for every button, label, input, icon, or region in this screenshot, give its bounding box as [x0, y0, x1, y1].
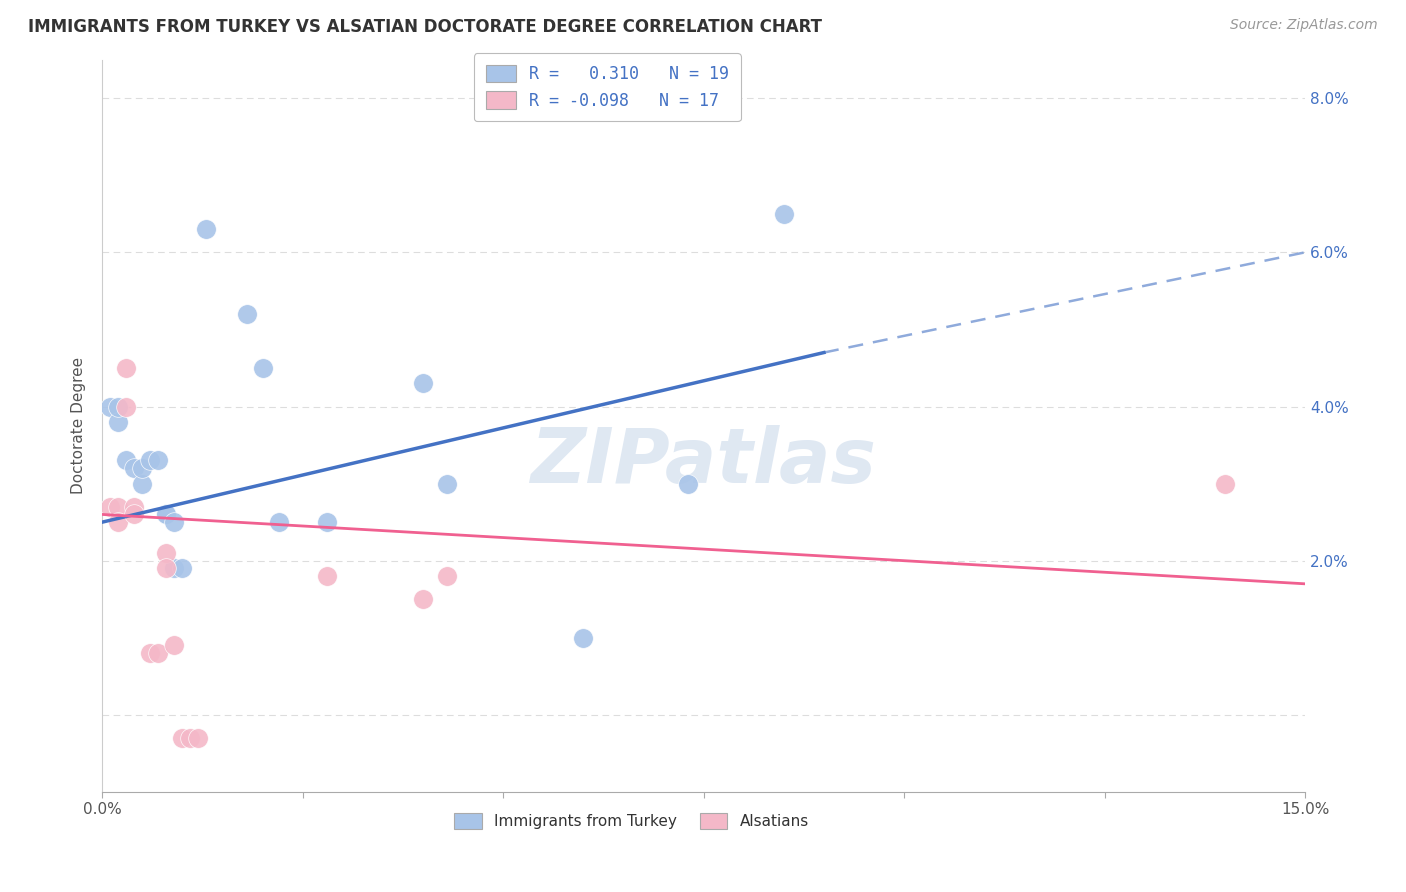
Point	[187, 731, 209, 745]
Point	[172, 561, 194, 575]
Text: IMMIGRANTS FROM TURKEY VS ALSATIAN DOCTORATE DEGREE CORRELATION CHART: IMMIGRANTS FROM TURKEY VS ALSATIAN DOCTO…	[28, 18, 823, 36]
Point	[252, 361, 274, 376]
Point	[155, 546, 177, 560]
Point	[139, 646, 162, 660]
Point	[131, 476, 153, 491]
Point	[107, 400, 129, 414]
Point	[107, 415, 129, 429]
Point	[436, 476, 458, 491]
Point	[148, 453, 170, 467]
Text: ZIPatlas: ZIPatlas	[530, 425, 877, 500]
Point	[195, 222, 218, 236]
Point	[412, 592, 434, 607]
Point	[98, 500, 121, 514]
Point	[163, 561, 186, 575]
Point	[163, 639, 186, 653]
Point	[115, 400, 138, 414]
Point	[772, 207, 794, 221]
Point	[172, 731, 194, 745]
Point	[179, 731, 201, 745]
Point	[124, 508, 146, 522]
Point	[124, 500, 146, 514]
Point	[115, 453, 138, 467]
Point	[155, 508, 177, 522]
Point	[131, 461, 153, 475]
Point	[235, 307, 257, 321]
Point	[98, 400, 121, 414]
Point	[155, 561, 177, 575]
Legend: Immigrants from Turkey, Alsatians: Immigrants from Turkey, Alsatians	[449, 807, 815, 836]
Point	[115, 361, 138, 376]
Point	[572, 631, 595, 645]
Y-axis label: Doctorate Degree: Doctorate Degree	[72, 357, 86, 494]
Point	[155, 508, 177, 522]
Point	[412, 376, 434, 391]
Point	[315, 515, 337, 529]
Point	[436, 569, 458, 583]
Point	[676, 476, 699, 491]
Point	[267, 515, 290, 529]
Point	[315, 569, 337, 583]
Point	[1213, 476, 1236, 491]
Point	[148, 646, 170, 660]
Point	[107, 500, 129, 514]
Text: Source: ZipAtlas.com: Source: ZipAtlas.com	[1230, 18, 1378, 32]
Point	[107, 515, 129, 529]
Point	[139, 453, 162, 467]
Point	[124, 461, 146, 475]
Point	[163, 515, 186, 529]
